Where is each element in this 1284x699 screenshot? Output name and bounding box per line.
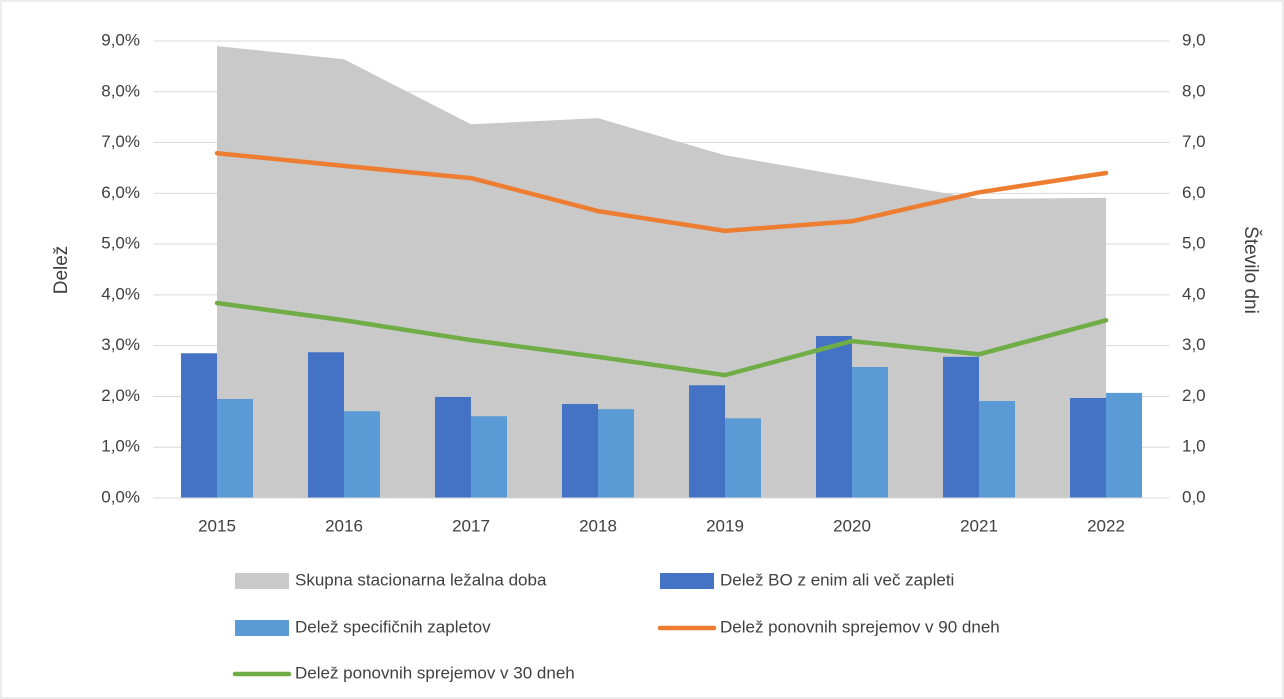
plot xyxy=(181,46,1142,498)
legend-label: Skupna stacionarna ležalna doba xyxy=(295,570,547,589)
x-tick-label: 2021 xyxy=(960,516,998,535)
x-tick-label: 2020 xyxy=(833,516,871,535)
bar xyxy=(1070,397,1106,498)
bar xyxy=(943,356,979,498)
y2-tick-label: 1,0 xyxy=(1182,437,1206,456)
bar xyxy=(816,336,852,498)
legend-label: Delež BO z enim ali več zapleti xyxy=(720,570,954,589)
y-tick-label: 8,0% xyxy=(101,81,140,100)
bar xyxy=(979,401,1015,498)
bar xyxy=(344,411,380,498)
y2-tick-label: 8,0 xyxy=(1182,81,1206,100)
y2-tick-label: 4,0 xyxy=(1182,284,1206,303)
y-tick-label: 2,0% xyxy=(101,386,140,405)
legend-swatch xyxy=(660,573,714,589)
y2-axis-title: Število dni xyxy=(1240,226,1262,314)
y-tick-label: 3,0% xyxy=(101,335,140,354)
x-tick-label: 2022 xyxy=(1087,516,1125,535)
bar xyxy=(598,409,634,498)
x-tick-label: 2018 xyxy=(579,516,617,535)
y-tick-label: 5,0% xyxy=(101,234,140,253)
y-tick-label: 4,0% xyxy=(101,284,140,303)
x-tick-label: 2015 xyxy=(198,516,236,535)
y-tick-label: 0,0% xyxy=(101,487,140,506)
legend-swatch xyxy=(235,620,289,636)
bar xyxy=(562,404,598,498)
y2-tick-label: 9,0 xyxy=(1182,30,1206,49)
bar xyxy=(852,366,888,498)
y2-tick-label: 0,0 xyxy=(1182,487,1206,506)
bar xyxy=(1106,392,1142,498)
bar xyxy=(435,396,471,498)
y-tick-label: 9,0% xyxy=(101,30,140,49)
y-tick-label: 6,0% xyxy=(101,183,140,202)
y2-tick-label: 3,0 xyxy=(1182,335,1206,354)
y2-tick-label: 6,0 xyxy=(1182,183,1206,202)
x-tick-label: 2019 xyxy=(706,516,744,535)
bar xyxy=(689,385,725,498)
bar xyxy=(725,418,761,498)
line xyxy=(214,300,1109,378)
x-tick-label: 2017 xyxy=(452,516,490,535)
y2-tick-label: 5,0 xyxy=(1182,234,1206,253)
y-axis-title: Delež xyxy=(51,246,72,295)
bar xyxy=(217,398,253,498)
bar xyxy=(471,416,507,498)
bar xyxy=(181,353,217,498)
y2-tick-label: 2,0 xyxy=(1182,386,1206,405)
y-tick-label: 7,0% xyxy=(101,132,140,151)
legend-label: Delež specifičnih zapletov xyxy=(295,617,491,636)
y2-tick-label: 7,0 xyxy=(1182,132,1206,151)
line xyxy=(214,150,1109,234)
legend-label: Delež ponovnih sprejemov v 30 dneh xyxy=(295,663,575,682)
bar xyxy=(308,352,344,498)
legend-swatch xyxy=(235,573,289,589)
legend-label: Delež ponovnih sprejemov v 90 dneh xyxy=(720,617,1000,636)
y-tick-label: 1,0% xyxy=(101,437,140,456)
x-tick-label: 2016 xyxy=(325,516,363,535)
